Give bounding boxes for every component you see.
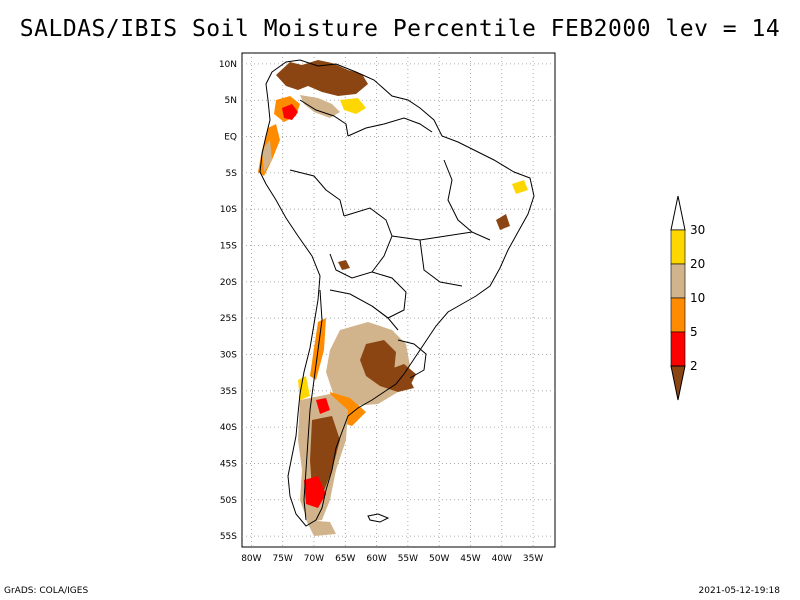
lat-tick-label: 55S	[220, 532, 237, 542]
lon-tick-label: 60W	[366, 554, 386, 564]
plot-frame	[241, 52, 556, 548]
lat-tick-label: 10N	[219, 60, 237, 70]
lat-tick-label: 10S	[220, 205, 237, 215]
lat-tick-label: 40S	[220, 423, 237, 433]
field-patch-nordeste	[512, 180, 528, 194]
colorbar-label: 5	[690, 325, 698, 339]
colorbar: 30 20 10 5 2	[670, 195, 705, 401]
coastlines	[259, 59, 535, 527]
falklands	[367, 513, 390, 523]
lat-tick-label: 5N	[225, 96, 237, 106]
lat-tick-label: 20S	[220, 278, 237, 288]
border-brazil-internal-3	[419, 239, 463, 287]
colorbar-segment	[670, 331, 686, 367]
border-brazil-internal-2	[391, 231, 491, 241]
latitude-axis: 10N 5N EQ 5S 10S 15S 20S 25S 30S 35S 40S 45S 50S 55S	[219, 60, 237, 542]
footer-timestamp: 2021-05-12-19:18	[698, 586, 781, 596]
field-patch-patagonia-yellow	[298, 376, 310, 400]
lat-tick-label: 45S	[220, 459, 237, 469]
border-argentina-north	[329, 289, 399, 331]
border-chile-argentina	[303, 289, 323, 521]
lon-tick-label: 65W	[335, 554, 355, 564]
field-patch-bolivia	[338, 260, 350, 270]
field-patch-patagonia-red	[304, 476, 326, 508]
colorbar-segment	[670, 297, 686, 333]
border-peru-brazil	[289, 169, 345, 217]
border-brazil-internal-1	[443, 159, 473, 233]
lon-tick-label: 45W	[460, 554, 480, 564]
longitude-axis: 80W 75W 70W 65W 60W 55W 50W 45W 40W 35W	[241, 554, 543, 564]
lat-tick-label: 50S	[220, 496, 237, 506]
lon-tick-label: 80W	[241, 554, 261, 564]
lat-tick-label: 25S	[220, 314, 237, 324]
lat-tick-label: 35S	[220, 387, 237, 397]
colorbar-segment	[670, 229, 686, 265]
footer-credit: GrADS: COLA/IGES	[4, 586, 89, 596]
colorbar-label: 30	[690, 223, 705, 237]
colorbar-top-triangle	[670, 195, 686, 231]
border-bolivia	[329, 207, 393, 279]
field-patch-east-ven	[340, 98, 366, 114]
lon-tick-label: 35W	[523, 554, 543, 564]
field-patch-patagonia-brown	[310, 416, 340, 496]
graticule	[242, 53, 555, 547]
lon-tick-label: 55W	[398, 554, 418, 564]
lon-tick-label: 75W	[273, 554, 293, 564]
lon-tick-label: 70W	[304, 554, 324, 564]
colorbar-segment	[670, 263, 686, 299]
colorbar-label: 20	[690, 257, 705, 271]
field-patch-patagonia-red2	[316, 398, 330, 414]
south-america-coast	[259, 59, 535, 527]
field-patch-andes-north-tan	[262, 140, 272, 172]
border-colombia-venezuela	[299, 99, 349, 137]
field-patch-north-brown	[276, 60, 368, 96]
colorbar-label: 10	[690, 291, 705, 305]
lat-tick-label: 30S	[220, 350, 237, 360]
border-brazil-north	[347, 117, 433, 137]
border-uruguay	[397, 339, 427, 379]
colorbar-bottom-triangle	[670, 365, 686, 401]
field-patch-tierra	[306, 520, 336, 536]
map-title: SALDAS/IBIS Soil Moisture Percentile FEB…	[19, 16, 781, 42]
field-patch-brazil-east	[496, 214, 510, 230]
lat-tick-label: 15S	[220, 242, 237, 252]
field-patch-north-tan	[300, 95, 340, 118]
lon-tick-label: 50W	[429, 554, 449, 564]
colorbar-label: 2	[690, 359, 698, 373]
lon-tick-label: 40W	[492, 554, 512, 564]
field-patch-north-red	[282, 104, 298, 120]
lat-tick-label: 5S	[226, 169, 238, 179]
lat-tick-label: EQ	[224, 133, 237, 143]
percentile-field	[258, 60, 528, 536]
